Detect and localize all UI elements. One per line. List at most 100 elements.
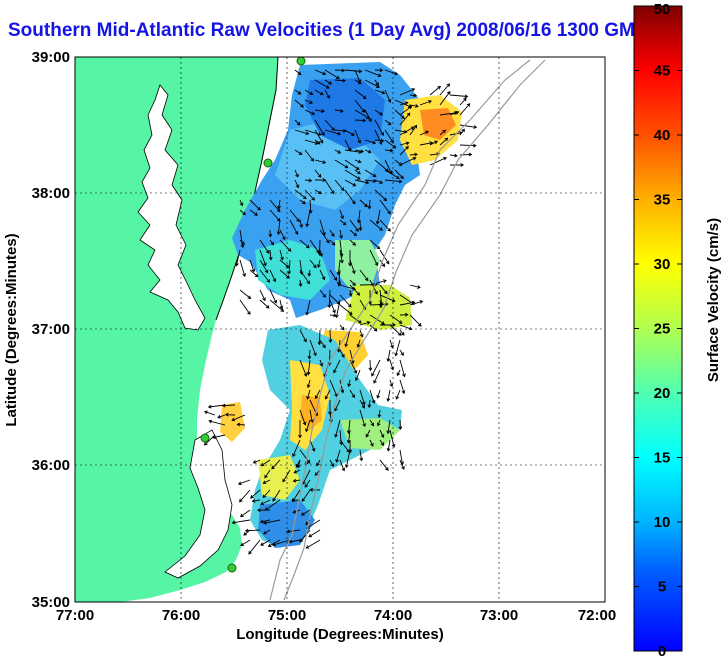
velocity-arrow	[384, 179, 403, 184]
velocity-arrow	[339, 229, 344, 240]
velocity-arrow	[459, 103, 471, 116]
velocity-arrow	[240, 539, 251, 547]
velocity-arrow	[329, 299, 336, 314]
velocity-arrow	[314, 159, 327, 165]
velocity-arrow	[239, 259, 247, 278]
velocity-arrow	[379, 259, 386, 268]
velocity-arrow	[368, 289, 373, 306]
grid-lines	[75, 57, 605, 602]
velocity-arrow	[399, 459, 405, 471]
velocity-arrow	[289, 219, 299, 235]
velocity-arrow	[339, 459, 346, 472]
velocity-arrow	[439, 129, 447, 136]
velocity-arrow	[314, 79, 330, 89]
velocity-arrow	[364, 139, 377, 145]
velocity-arrow	[384, 169, 400, 179]
velocity-arrow	[334, 109, 344, 113]
velocity-arrow	[314, 389, 321, 400]
velocity-arrow	[369, 389, 376, 404]
velocity-arrow	[334, 68, 346, 73]
velocity-arrow	[264, 469, 271, 479]
colorbar-tick-label: 15	[654, 450, 671, 467]
velocity-arrow	[369, 419, 375, 427]
velocity-arrow	[248, 539, 261, 555]
velocity-arrow	[294, 169, 299, 178]
velocity-arrow	[309, 239, 320, 254]
velocity-arrow	[449, 153, 458, 158]
velocity-arrow	[309, 487, 321, 492]
velocity-arrow	[378, 299, 383, 309]
velocity-arrow	[359, 399, 365, 409]
velocity-arrow	[429, 156, 447, 166]
velocity-arrow	[356, 339, 361, 348]
x-tick-label: 76:00	[162, 607, 200, 624]
velocity-arrow	[349, 239, 357, 246]
velocity-arrow	[379, 429, 385, 438]
velocity-arrow	[349, 284, 361, 296]
velocity-arrow	[348, 289, 353, 297]
y-tick-label: 35:00	[32, 594, 70, 611]
velocity-arrow	[333, 359, 341, 374]
plot-title: Southern Mid-Atlantic Raw Velocities (1 …	[8, 20, 638, 41]
velocity-arrow	[339, 294, 352, 308]
velocity-arrow	[374, 109, 384, 116]
velocity-arrow	[449, 94, 469, 99]
velocity-arrow	[419, 141, 434, 146]
velocity-arrow	[371, 359, 381, 377]
velocity-arrow	[301, 489, 311, 502]
x-tick-label: 74:00	[374, 607, 412, 624]
velocity-arrow	[409, 284, 421, 289]
velocity-arrow	[389, 379, 394, 388]
velocity-arrow	[367, 399, 372, 409]
velocity-arrow	[269, 269, 277, 283]
velocity-arrow	[359, 199, 368, 208]
velocity-arrow	[239, 239, 245, 245]
velocity-arrow	[368, 359, 373, 372]
velocity-arrow	[217, 414, 226, 419]
velocity-arrow	[373, 369, 381, 384]
velocity-arrow	[250, 489, 261, 499]
velocity-arrow	[369, 249, 379, 267]
velocity-arrow	[279, 299, 284, 310]
velocity-arrow	[314, 129, 324, 144]
velocity-arrow	[260, 459, 271, 467]
velocity-arrow	[386, 349, 391, 363]
velocity-arrow	[244, 528, 261, 533]
velocity-arrow	[314, 469, 321, 476]
velocity-arrow	[399, 105, 413, 116]
velocity-arrow	[398, 419, 403, 430]
colorbar-tick-label: 35	[654, 192, 671, 209]
velocity-arrow	[239, 489, 251, 503]
velocity-field	[220, 62, 462, 548]
x-axis-label: Longitude (Degrees:Minutes)	[236, 626, 444, 643]
velocity-arrow	[334, 149, 342, 154]
velocity-arrow	[272, 489, 281, 502]
velocity-arrow	[374, 68, 384, 73]
velocity-arrow	[339, 249, 344, 264]
velocity-arrow	[304, 189, 315, 201]
velocity-arrow	[305, 299, 311, 316]
velocity-arrow	[354, 149, 365, 154]
velocity-arrow	[399, 141, 410, 146]
velocity-arrow	[259, 299, 270, 309]
velocity-arrow	[386, 439, 391, 452]
velocity-arrow	[309, 259, 317, 269]
velocity-arrow	[459, 143, 477, 148]
velocity-arrow	[276, 219, 281, 236]
colorbar-ticks: 0 5 10 15 20 25 30 35 40 45 50	[634, 1, 682, 659]
x-tick-label: 73:00	[480, 607, 518, 624]
colorbar-tick-label: 50	[654, 1, 671, 18]
velocity-arrow	[344, 179, 357, 187]
velocity-arrow	[249, 209, 259, 216]
velocity-arrow	[294, 69, 302, 76]
velocity-arrow	[212, 434, 226, 440]
velocity-arrow	[389, 324, 402, 336]
velocity-arrow	[339, 379, 345, 394]
velocity-arrow	[399, 312, 409, 317]
velocity-arrow	[316, 459, 321, 467]
velocity-arrow	[269, 199, 281, 213]
colorbar-tick-label: 40	[654, 127, 671, 144]
velocity-arrow	[359, 269, 369, 282]
velocity-arrow	[306, 389, 311, 400]
velocity-arrow	[399, 88, 416, 96]
